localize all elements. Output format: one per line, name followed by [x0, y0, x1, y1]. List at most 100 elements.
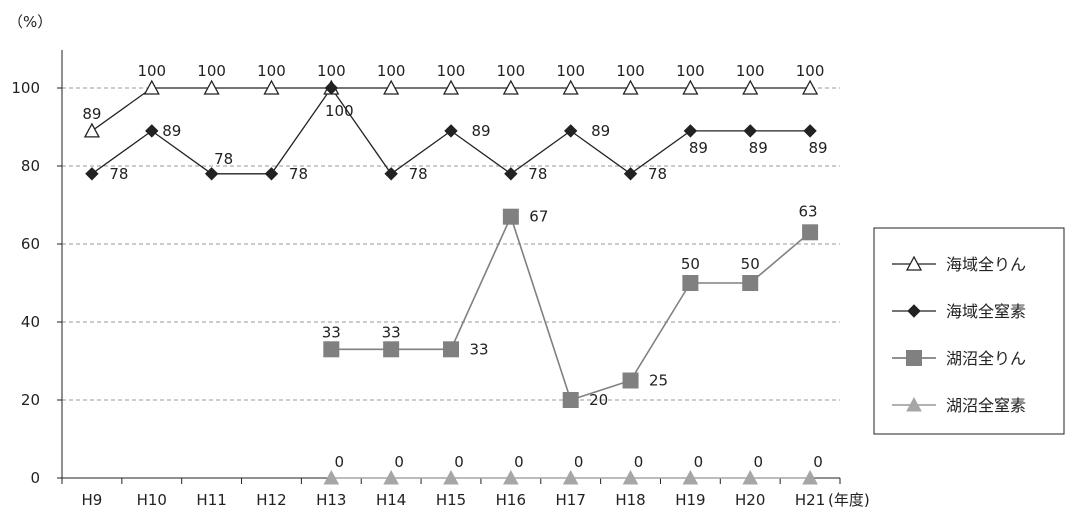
data-point	[742, 79, 759, 95]
y-tick-label: 0	[30, 469, 40, 487]
data-point	[323, 469, 340, 485]
data-label: 50	[741, 255, 760, 273]
series-line	[331, 214, 811, 402]
y-tick-label: 20	[21, 391, 40, 409]
y-tick-label: 100	[11, 79, 40, 97]
data-point	[444, 124, 458, 138]
data-point	[323, 341, 340, 358]
data-label: 0	[394, 453, 404, 471]
data-point	[622, 79, 639, 95]
data-point	[563, 124, 578, 138]
data-point	[504, 167, 518, 181]
data-label: 0	[335, 453, 345, 471]
data-point	[682, 275, 699, 291]
data-point	[383, 341, 400, 358]
data-point	[801, 79, 819, 95]
data-label: 100	[616, 62, 645, 80]
x-axis-unit: (年度)	[828, 491, 870, 509]
data-point	[263, 79, 280, 95]
data-label: 100	[257, 62, 286, 80]
data-label: 67	[529, 208, 548, 226]
x-tick-label: H13	[316, 491, 346, 509]
data-label: 0	[753, 453, 763, 471]
data-point	[442, 79, 460, 95]
data-labels: 89 100 100 100 100 100 100 100 100 100 100 100 100 78…	[82, 62, 827, 471]
data-label: 100	[736, 62, 765, 80]
series-group	[83, 79, 819, 485]
legend-box	[873, 227, 1065, 435]
data-label: 78	[109, 165, 128, 183]
legend-marker	[907, 304, 921, 318]
data-label: 0	[574, 453, 584, 471]
x-tick-label: H18	[615, 491, 645, 509]
x-tick-label: H19	[675, 491, 705, 509]
data-point	[443, 469, 459, 485]
data-label: 78	[528, 165, 547, 183]
data-label: 33	[469, 340, 488, 358]
x-tick-label: H21	[795, 491, 825, 509]
data-point	[145, 124, 159, 138]
data-label: 25	[649, 372, 668, 390]
data-label: 100	[377, 62, 406, 80]
data-label: 63	[799, 202, 818, 220]
data-label: 100	[197, 62, 226, 80]
data-point	[742, 275, 759, 291]
legend-label: 海域全りん	[946, 255, 1026, 274]
legend-marker	[906, 396, 922, 412]
data-label: 50	[681, 255, 700, 273]
data-label: 100	[137, 62, 166, 80]
data-label: 78	[409, 165, 428, 183]
data-point	[562, 469, 579, 485]
data-point	[743, 124, 757, 138]
data-label: 33	[322, 323, 341, 341]
data-label: 89	[809, 139, 828, 157]
y-tick-label: 40	[21, 313, 40, 331]
data-label: 100	[437, 62, 466, 80]
data-point	[384, 167, 398, 181]
data-point	[562, 392, 579, 408]
data-label: 78	[648, 165, 667, 183]
data-point	[802, 224, 819, 241]
data-label: 0	[813, 453, 823, 471]
data-point	[203, 79, 220, 95]
data-label: 0	[634, 453, 644, 471]
data-label: 33	[382, 323, 401, 341]
data-point	[623, 167, 638, 181]
data-point	[143, 79, 160, 95]
data-point	[502, 79, 519, 95]
data-label: 78	[214, 150, 233, 168]
data-point	[324, 81, 339, 95]
data-label: 100	[497, 62, 526, 80]
x-tick-label: H17	[556, 491, 586, 509]
data-point	[204, 167, 219, 181]
legend-marker	[905, 255, 923, 271]
data-label: 0	[514, 453, 524, 471]
data-point	[83, 122, 101, 138]
data-point	[742, 469, 759, 485]
x-tick-label: H9	[82, 491, 103, 509]
data-label: 100	[556, 62, 585, 80]
x-tick-label: H15	[436, 491, 466, 509]
data-point	[443, 341, 459, 358]
data-label: 100	[317, 62, 346, 80]
data-point	[682, 469, 699, 485]
data-point	[562, 79, 579, 95]
data-label: 100	[676, 62, 705, 80]
x-tick-label: H20	[735, 491, 765, 509]
y-tick-label: 60	[21, 235, 40, 253]
data-label: 89	[82, 105, 101, 123]
legend-label: 海域全窒素	[946, 302, 1026, 321]
data-label: 78	[289, 165, 308, 183]
data-label: 89	[749, 139, 768, 157]
legend-marker	[906, 350, 922, 366]
data-point	[502, 208, 519, 225]
data-point	[682, 79, 699, 95]
data-point	[264, 167, 279, 181]
data-point	[683, 124, 698, 138]
data-label: 20	[589, 391, 608, 409]
y-tick-label: 80	[21, 157, 40, 175]
x-tick-label: H14	[376, 491, 406, 509]
